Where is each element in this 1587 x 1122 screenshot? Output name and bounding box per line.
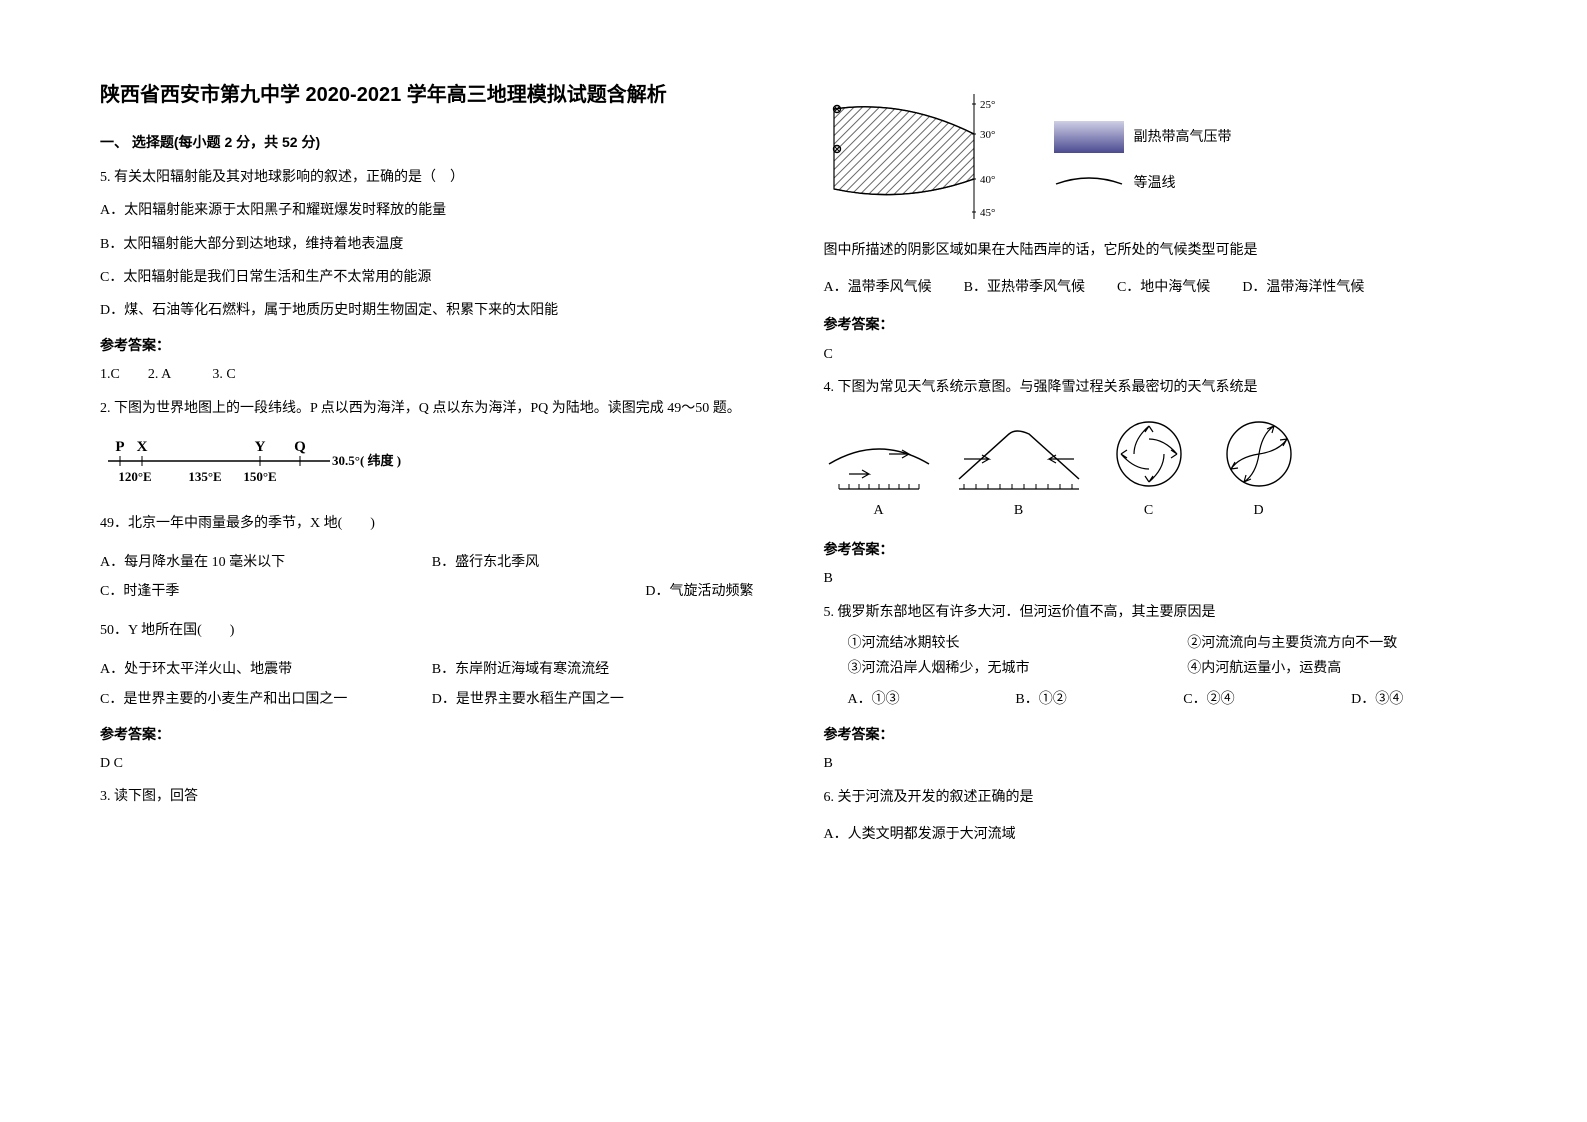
q3-figure: 25° 30° 40° 45° 副热带高气压带 等温线: [824, 94, 1488, 224]
q50-opt-b: B．东岸附近海域有寒流流经: [432, 657, 764, 682]
answer-q3: C: [824, 342, 1488, 367]
q3-opt-b: B．亚热带季风气候: [964, 275, 1085, 300]
q5b-opt-a: A．①③: [848, 687, 984, 712]
svg-text:120°E: 120°E: [118, 469, 151, 484]
q5b-o1: ①河流结冰期较长: [848, 631, 1148, 656]
answer-q5: 1.C 2. A 3. C: [100, 362, 764, 387]
answer-label: 参考答案：: [100, 333, 764, 358]
answer-q5b: B: [824, 751, 1488, 776]
svg-text:30.5°( 纬度 ): 30.5°( 纬度 ): [332, 453, 401, 468]
q5b-opt-b: B．①②: [1015, 687, 1151, 712]
legend-isotherm: 等温线: [1134, 171, 1176, 196]
q49-stem: 49．北京一年中雨量最多的季节，X 地( ): [100, 511, 764, 536]
q4-label-b: B: [954, 498, 1084, 523]
label-Q: Q: [294, 439, 306, 455]
q3-opt-d: D．温带海洋性气候: [1242, 275, 1364, 300]
section-heading: 一、 选择题(每小题 2 分，共 52 分): [100, 130, 764, 155]
q5b-stem: 5. 俄罗斯东部地区有许多大河．但河运价值不高，其主要原因是: [824, 600, 1488, 625]
q4-label-a: A: [824, 498, 934, 523]
q5-stem: 5. 有关太阳辐射能及其对地球影响的叙述，正确的是（ ）: [100, 165, 764, 190]
answer-label: 参考答案：: [824, 722, 1488, 747]
q3-stem: 3. 读下图，回答: [100, 784, 764, 809]
q5-opt-c: C．太阳辐射能是我们日常生活和生产不太常用的能源: [100, 265, 764, 290]
answer-q4: B: [824, 566, 1488, 591]
answer-label: 参考答案：: [824, 312, 1488, 337]
q50-opt-a: A．处于环太平洋火山、地震带: [100, 657, 432, 682]
q5b-o2: ②河流流向与主要货流方向不一致: [1187, 631, 1487, 656]
page-title: 陕西省西安市第九中学 2020-2021 学年高三地理模拟试题含解析: [100, 80, 764, 110]
q3-opt-a: A．温带季风气候: [824, 275, 932, 300]
q49-opt-d: D．气旋活动频繁: [427, 579, 764, 604]
q49-opt-c: C．时逢干季: [100, 579, 427, 604]
svg-text:45°: 45°: [980, 207, 995, 219]
q3-sub: 图中所描述的阴影区域如果在大陆西岸的话，它所处的气候类型可能是: [824, 238, 1488, 263]
q50-opt-c: C．是世界主要的小麦生产和出口国之一: [100, 687, 432, 712]
q5-opt-a: A．太阳辐射能来源于太阳黑子和耀斑爆发时释放的能量: [100, 198, 764, 223]
svg-text:135°E: 135°E: [188, 469, 221, 484]
label-P: P: [115, 439, 124, 455]
answer-label: 参考答案：: [824, 537, 1488, 562]
q3-opt-c: C．地中海气候: [1117, 275, 1210, 300]
q6-stem: 6. 关于河流及开发的叙述正确的是: [824, 785, 1488, 810]
answer-q2: D C: [100, 751, 764, 776]
svg-text:30°: 30°: [980, 129, 995, 141]
q5b-o3: ③河流沿岸人烟稀少，无城市: [848, 656, 1148, 681]
svg-text:150°E: 150°E: [243, 469, 276, 484]
q50-opt-d: D．是世界主要水稻生产国之一: [432, 687, 764, 712]
q5-opt-b: B．太阳辐射能大部分到达地球，维持着地表温度: [100, 232, 764, 257]
q5b-opt-c: C．②④: [1183, 687, 1319, 712]
q5b-opt-d: D．③④: [1351, 687, 1487, 712]
svg-text:40°: 40°: [980, 174, 995, 186]
q4-figure: A B C: [824, 414, 1488, 523]
label-X: X: [137, 439, 148, 455]
answer-label: 参考答案：: [100, 722, 764, 747]
svg-text:25°: 25°: [980, 99, 995, 111]
label-Y: Y: [255, 439, 266, 455]
q5b-o4: ④内河航运量小，运费高: [1187, 656, 1487, 681]
q4-label-d: D: [1214, 498, 1304, 523]
q49-opt-a: A．每月降水量在 10 毫米以下: [100, 550, 432, 575]
q4-label-c: C: [1104, 498, 1194, 523]
q2-figure: P X Y Q 120°E 135°E 150°E 30.5°( 纬度 ): [100, 431, 764, 491]
legend-pressure: 副热带高气压带: [1134, 125, 1232, 150]
q2-stem: 2. 下图为世界地图上的一段纬线。P 点以西为海洋，Q 点以东为海洋，PQ 为陆…: [100, 396, 764, 421]
q50-stem: 50．Y 地所在国( ): [100, 618, 764, 643]
q4-stem: 4. 下图为常见天气系统示意图。与强降雪过程关系最密切的天气系统是: [824, 375, 1488, 400]
q6-opt-a: A．人类文明都发源于大河流域: [824, 822, 1488, 847]
q49-opt-b: B．盛行东北季风: [432, 550, 764, 575]
q5-opt-d: D．煤、石油等化石燃料，属于地质历史时期生物固定、积累下来的太阳能: [100, 298, 764, 323]
